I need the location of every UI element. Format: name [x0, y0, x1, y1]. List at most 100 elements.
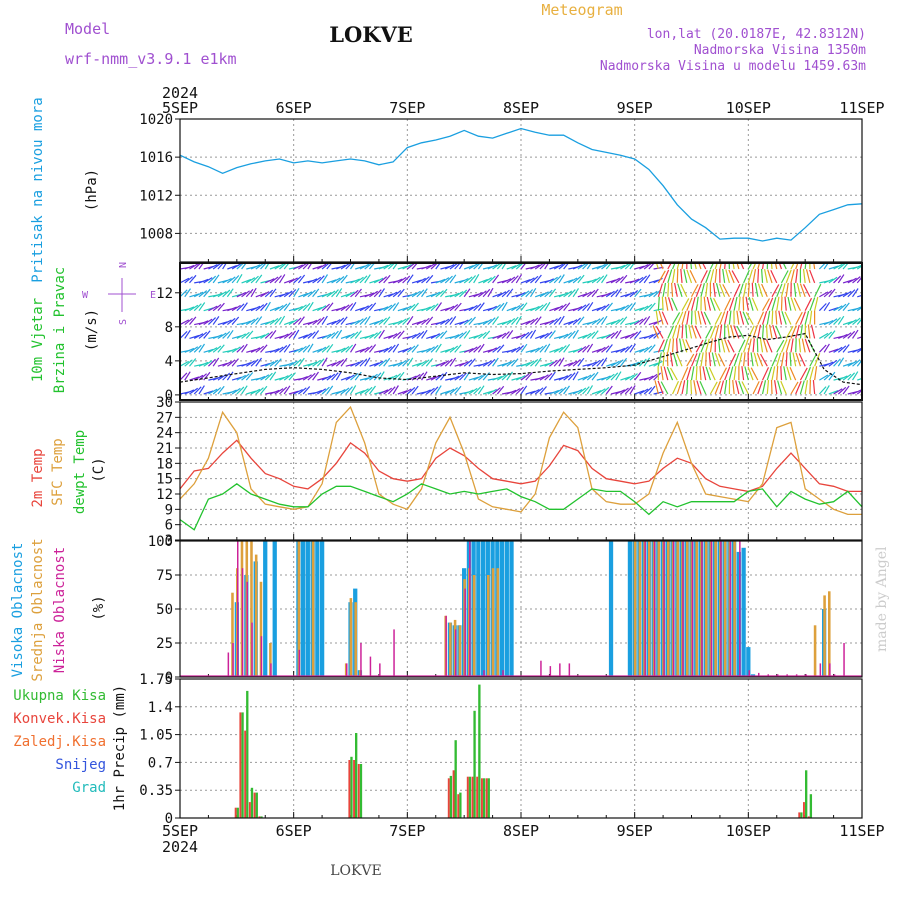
wind-arrow: [222, 319, 232, 326]
wind-arrow: [477, 263, 484, 270]
wind-arrow: [416, 319, 426, 326]
wind-arrow: [227, 306, 237, 312]
cloud-bar: [250, 541, 253, 677]
precip-bar: [478, 684, 481, 818]
panel-1: 1008 1012 1016 1020: [139, 112, 863, 262]
wind-arrow: [359, 316, 368, 325]
wind-arrow: [733, 352, 740, 367]
wind-arrow: [411, 321, 422, 326]
wind-arrow: [264, 301, 271, 311]
y-tick-label: 0: [165, 388, 173, 404]
wind-arrow: [666, 352, 669, 367]
wind-arrow: [661, 296, 664, 311]
wind-arrow: [671, 282, 674, 297]
wind-arrow: [326, 373, 336, 381]
wind-arrow: [435, 385, 442, 395]
wind-arrow: [814, 296, 819, 311]
wind-arrow: [736, 325, 745, 339]
wind-arrow: [212, 316, 220, 325]
wind-arrow: [520, 362, 531, 367]
wind-arrow: [805, 269, 811, 284]
wind-arrow: [809, 297, 816, 311]
wind-arrow: [473, 344, 482, 353]
wind-arrow: [549, 306, 560, 312]
y-tick-label: 12: [156, 286, 173, 302]
wind-arrow: [752, 338, 755, 353]
wind-arrow: [530, 388, 540, 395]
wind-arrow: [208, 388, 218, 395]
cloud-bar: [663, 541, 665, 677]
wind-arrow: [766, 263, 769, 270]
wind-arrow: [274, 388, 284, 395]
wind-arrow: [664, 296, 669, 311]
wind-arrow: [676, 353, 683, 367]
wind-arrow: [563, 290, 573, 298]
wind-arrow: [425, 387, 435, 395]
wind-arrow: [269, 318, 279, 326]
wind-arrow: [236, 291, 247, 298]
wind-arrow: [279, 345, 288, 353]
precip-bar: [476, 776, 479, 818]
wind-arrow: [790, 325, 797, 339]
wind-arrow: [231, 346, 241, 353]
wind-arrow: [530, 317, 539, 326]
wind-arrow: [529, 329, 537, 339]
wind-arrow: [719, 380, 725, 395]
wind-arrow: [274, 263, 284, 270]
cloud-bar: [481, 541, 486, 677]
wind-arrow: [283, 290, 293, 298]
wind-arrow: [279, 292, 289, 298]
wind-arrow: [255, 357, 262, 367]
wind-arrow: [283, 385, 291, 395]
wind-arrow: [577, 387, 587, 395]
wind-arrow: [321, 357, 328, 367]
wind-arrow: [340, 274, 348, 284]
cloud-label-2: Srednja Oblacnost: [30, 538, 46, 681]
wind-arrow: [421, 288, 428, 298]
cloud-bar: [487, 575, 490, 677]
wind-arrow: [770, 263, 773, 270]
precip-bar: [481, 778, 483, 818]
wind-arrow: [378, 329, 385, 339]
wind-arrow: [406, 345, 416, 353]
wind-arrow: [278, 315, 286, 325]
cloud-bar: [823, 595, 826, 677]
wind-arrow: [193, 386, 202, 395]
wind-arrow: [378, 347, 389, 353]
wind-arrow: [799, 380, 805, 395]
wind-arrow: [615, 347, 626, 353]
wind-arrow: [497, 291, 507, 298]
wind-arrow: [790, 263, 795, 270]
wind-arrow: [411, 385, 419, 395]
wind-arrow: [753, 352, 759, 367]
wind-arrow: [378, 371, 385, 381]
wind-arrow: [813, 263, 816, 270]
wind-arrow: [208, 275, 217, 284]
wind-arrow: [761, 311, 768, 325]
cloud-bar: [483, 670, 485, 677]
wind-arrow: [520, 302, 528, 312]
wind-arrow: [615, 276, 624, 284]
wind-arrow: [364, 315, 371, 325]
wind-arrow: [681, 310, 687, 325]
wind-arrow: [392, 320, 403, 326]
wind-arrow: [340, 293, 351, 298]
wind-arrow: [298, 304, 307, 312]
wind-arrow: [780, 270, 789, 284]
wind-arrow: [340, 346, 350, 353]
wind-arrow: [738, 283, 744, 297]
wind-arrow: [629, 278, 640, 284]
wind-arrow: [444, 347, 455, 353]
cloud-bar: [667, 541, 670, 677]
wind-arrow: [802, 268, 806, 283]
wind-arrow: [695, 352, 701, 367]
wind-arrow: [511, 358, 519, 367]
wind-arrow: [407, 292, 417, 298]
wind-arrow: [426, 376, 436, 381]
wind-arrow: [610, 360, 620, 367]
wind-arrow: [780, 380, 787, 395]
wind-arrow: [326, 302, 334, 312]
wind-arrow: [478, 361, 488, 367]
wind-unit: (m/s): [84, 309, 100, 351]
wind-arrow: [586, 372, 596, 381]
